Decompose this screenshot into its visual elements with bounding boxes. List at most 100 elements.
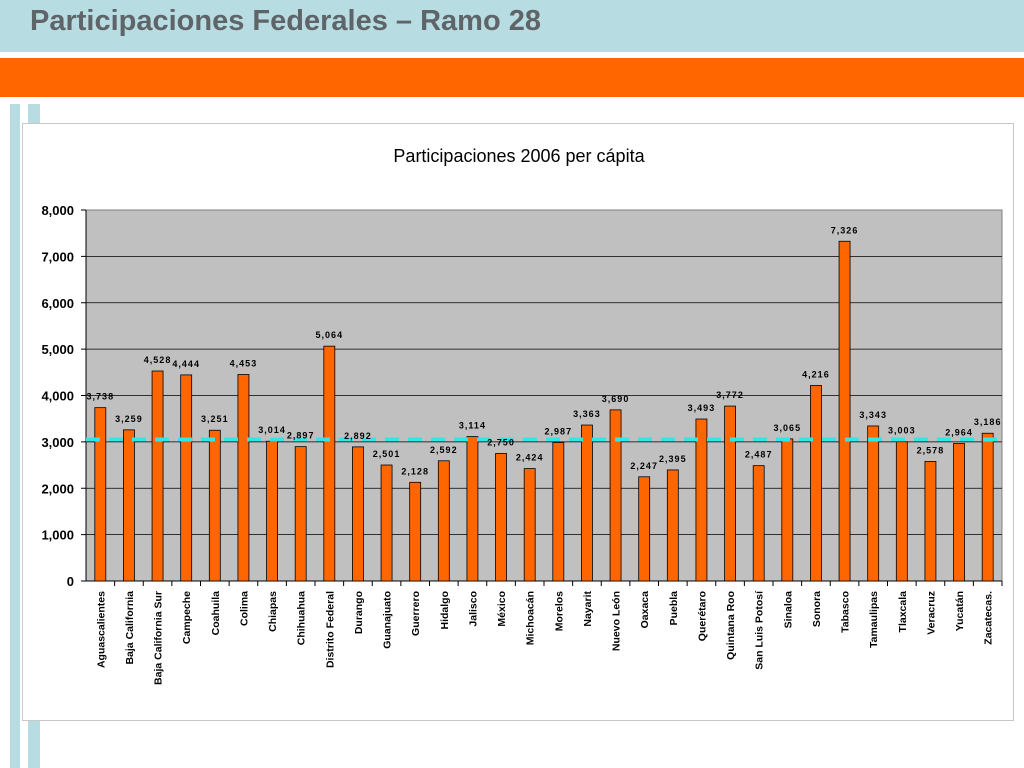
data-label: 3,690	[602, 394, 630, 404]
x-tick-label: Hidalgo	[439, 591, 451, 630]
data-label: 3,772	[716, 390, 744, 400]
bar	[981, 432, 994, 582]
bar	[695, 418, 708, 582]
bar	[151, 370, 164, 582]
x-tick-label: Chiapas	[267, 591, 279, 632]
bar	[724, 405, 736, 582]
y-tick-label: 7,000	[41, 249, 74, 264]
data-label: 2,395	[659, 454, 687, 464]
data-label: 7,326	[831, 225, 859, 235]
data-label: 2,987	[545, 426, 573, 436]
y-tick-label: 2,000	[41, 481, 74, 496]
data-label: 3,738	[87, 392, 115, 402]
data-label: 3,343	[859, 410, 887, 420]
data-label: 2,247	[630, 461, 658, 471]
data-label: 3,186	[974, 417, 1002, 427]
data-label: 2,128	[401, 466, 429, 476]
data-label: 5,064	[316, 330, 344, 340]
data-label: 2,578	[917, 445, 945, 455]
data-label: 3,014	[258, 425, 286, 435]
bar	[237, 374, 250, 582]
data-label: 2,501	[373, 449, 401, 459]
data-label: 2,892	[344, 431, 372, 441]
bar	[867, 425, 880, 582]
bar	[352, 446, 364, 582]
header-divider	[0, 52, 1024, 58]
chart-panel: Participaciones 2006 per cápita 0 1,000 2,…	[22, 123, 1014, 721]
data-label: 2,750	[487, 437, 515, 447]
bar	[266, 440, 278, 582]
data-label: 3,251	[201, 414, 229, 424]
data-label: 3,493	[688, 403, 716, 413]
bar	[409, 481, 422, 582]
accent-band	[0, 58, 1024, 97]
y-tick-label: 3,000	[41, 435, 74, 450]
x-tick-label: Yucatán	[954, 591, 966, 631]
bar	[752, 465, 765, 582]
x-tick-label: Guerrero	[410, 591, 422, 636]
chart-title: Participaciones 2006 per cápita	[393, 146, 645, 166]
data-label: 3,363	[573, 409, 601, 419]
bar	[94, 407, 107, 582]
bar	[781, 438, 794, 582]
x-tick-label: Campeche	[181, 591, 193, 644]
bar	[924, 461, 937, 582]
x-tick-label: Tabasco	[840, 591, 852, 633]
bar	[495, 453, 507, 582]
bar	[838, 240, 851, 582]
x-tick-label: Quintana Roo	[725, 591, 737, 660]
bar	[466, 436, 479, 582]
data-label: 2,964	[945, 428, 973, 438]
x-tick-label: Veracruz	[925, 591, 937, 635]
x-tick-label: Distrito Federal	[324, 591, 336, 668]
x-tick-label: Chihuahua	[296, 591, 308, 645]
data-label: 3,259	[115, 414, 143, 424]
x-tick-label: Oaxaca	[639, 591, 651, 629]
x-tick-label: Tamaulipas	[868, 591, 880, 648]
bar	[666, 469, 679, 582]
x-tick-label: Aguascalientes	[95, 591, 107, 668]
x-tick-label: Sinaloa	[782, 591, 794, 629]
data-label: 3,065	[774, 423, 802, 433]
bar	[552, 442, 565, 582]
x-tick-label: Puebla	[668, 591, 680, 626]
bar	[638, 476, 651, 582]
x-tick-label: San Luis Potosí	[754, 590, 766, 670]
bar	[123, 429, 135, 582]
header-band	[0, 0, 1024, 52]
data-label: 2,424	[516, 453, 544, 463]
data-label: 3,003	[888, 426, 916, 436]
x-tick-label: Sonora	[811, 591, 823, 627]
data-label: 4,444	[172, 359, 200, 369]
bar	[437, 460, 450, 582]
bar	[323, 345, 336, 582]
data-label: 4,528	[144, 355, 172, 365]
page-title: Participaciones Federales – Ramo 28	[30, 5, 541, 37]
data-label: 2,592	[430, 445, 458, 455]
bar	[180, 374, 193, 582]
bar	[294, 446, 307, 582]
data-label: 4,216	[802, 369, 830, 379]
x-tick-label: Coahuila	[210, 591, 222, 635]
x-tick-label: México	[496, 591, 508, 627]
x-tick-label: Tlaxcala	[897, 591, 909, 633]
bar-chart: Participaciones 2006 per cápita 0 1,000 2,…	[41, 146, 1003, 685]
y-tick-label: 6,000	[41, 296, 74, 311]
bar	[380, 464, 393, 582]
x-tick-label: Zacatecas.	[983, 591, 995, 645]
bar	[895, 441, 908, 582]
x-tick-label: Colima	[238, 591, 250, 626]
y-tick-label: 1,000	[41, 528, 74, 543]
bar	[810, 385, 822, 582]
y-tick-label: 8,000	[41, 203, 74, 218]
data-label: 4,453	[230, 358, 258, 368]
data-label: 3,114	[459, 421, 486, 431]
x-tick-label: Morelos	[553, 591, 565, 631]
side-decoration-bar	[10, 104, 20, 768]
bar	[953, 443, 965, 582]
y-tick-label: 4,000	[41, 389, 74, 404]
bar	[581, 424, 593, 582]
x-tick-label: Jalisco	[467, 591, 479, 627]
x-tick-label: Nuevo León	[611, 591, 623, 651]
data-label: 2,897	[287, 431, 315, 441]
